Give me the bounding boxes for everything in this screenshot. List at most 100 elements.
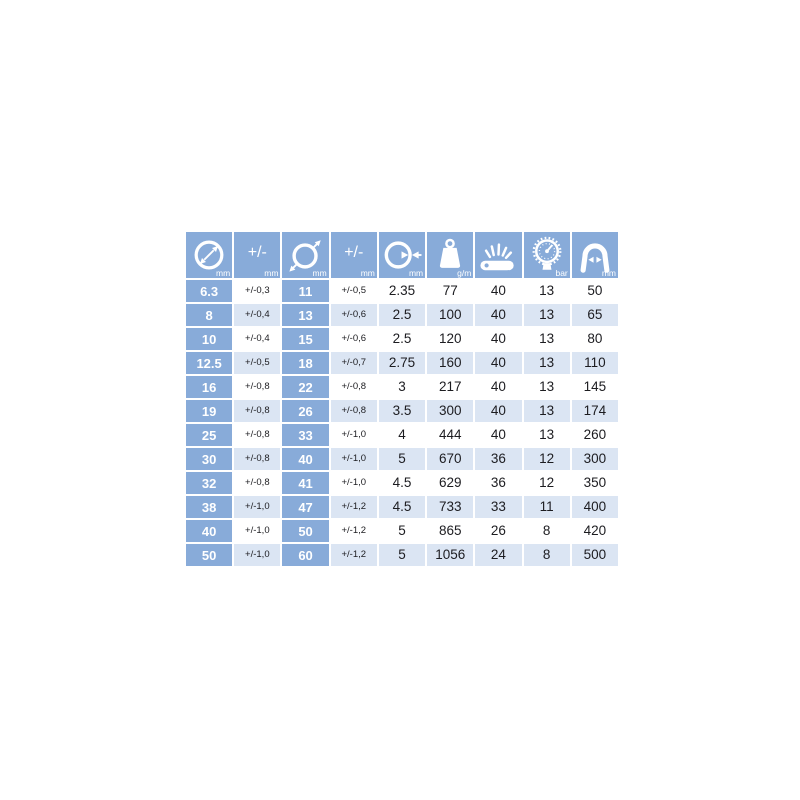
cell-bend_radius: 400 <box>571 496 618 518</box>
unit-label: mm <box>360 267 375 278</box>
cell-bend_radius: 300 <box>571 448 618 470</box>
cell-burst_pressure: 40 <box>475 304 522 326</box>
cell-inner_tolerance: +/-0,4 <box>234 304 281 326</box>
cell-working_pressure: 13 <box>523 352 570 374</box>
cell-bend_radius: 174 <box>571 400 618 422</box>
cell-outer_diameter: 50 <box>282 520 329 542</box>
cell-weight: 629 <box>427 472 474 494</box>
cell-bend_radius: 500 <box>571 544 618 566</box>
cell-inner_diameter: 16 <box>186 376 233 398</box>
cell-burst_pressure: 40 <box>475 424 522 446</box>
cell-working_pressure: 12 <box>523 472 570 494</box>
cell-burst_pressure: 33 <box>475 496 522 518</box>
cell-inner_tolerance: +/-0,8 <box>234 424 281 446</box>
burst-pressure-icon <box>478 236 518 274</box>
unit-label: mm <box>216 267 231 278</box>
cell-outer_tolerance: +/-1,0 <box>330 424 377 446</box>
cell-outer_tolerance: +/-1,2 <box>330 520 377 542</box>
header-cell-weight: g/m <box>427 232 474 278</box>
cell-inner_diameter: 10 <box>186 328 233 350</box>
cell-wall_thickness: 5 <box>378 448 426 470</box>
cell-outer_tolerance: +/-0,8 <box>330 400 377 422</box>
cell-burst_pressure: 40 <box>475 400 522 422</box>
cell-burst_pressure: 40 <box>475 280 522 302</box>
unit-label: bar <box>507 267 520 278</box>
header-cell-wall_thickness: mm <box>378 232 426 278</box>
cell-wall_thickness: 5 <box>378 520 426 542</box>
header-cell-inner_diameter: mm <box>186 232 233 278</box>
header-cell-outer_tolerance: +/- mm <box>330 232 377 278</box>
cell-inner_diameter: 19 <box>186 400 233 422</box>
cell-outer_diameter: 41 <box>282 472 329 494</box>
cell-wall_thickness: 5 <box>378 544 426 566</box>
header-cell-inner_tolerance: +/- mm <box>234 232 281 278</box>
cell-wall_thickness: 2.5 <box>378 304 426 326</box>
cell-inner_tolerance: +/-1,0 <box>234 544 281 566</box>
cell-outer_tolerance: +/-1,2 <box>330 496 377 518</box>
cell-inner_tolerance: +/-0,8 <box>234 472 281 494</box>
cell-outer_diameter: 60 <box>282 544 329 566</box>
cell-bend_radius: 80 <box>571 328 618 350</box>
cell-weight: 217 <box>427 376 474 398</box>
cell-burst_pressure: 40 <box>475 328 522 350</box>
cell-working_pressure: 13 <box>523 328 570 350</box>
outer-diameter-icon <box>287 236 325 274</box>
cell-weight: 1056 <box>427 544 474 566</box>
cell-outer_diameter: 40 <box>282 448 329 470</box>
wall-thickness-icon <box>382 236 422 274</box>
unit-label: mm <box>264 267 279 278</box>
cell-inner_diameter: 30 <box>186 448 233 470</box>
weight-icon <box>431 236 469 274</box>
cell-weight: 865 <box>427 520 474 542</box>
cell-weight: 120 <box>427 328 474 350</box>
inner-diameter-icon <box>190 236 228 274</box>
cell-weight: 160 <box>427 352 474 374</box>
cell-outer_diameter: 33 <box>282 424 329 446</box>
cell-inner_tolerance: +/-1,0 <box>234 520 281 542</box>
cell-inner_diameter: 38 <box>186 496 233 518</box>
cell-wall_thickness: 4 <box>378 424 426 446</box>
cell-outer_diameter: 22 <box>282 376 329 398</box>
cell-inner_diameter: 40 <box>186 520 233 542</box>
cell-outer_diameter: 11 <box>282 280 329 302</box>
cell-wall_thickness: 3.5 <box>378 400 426 422</box>
cell-inner_tolerance: +/-0,3 <box>234 280 281 302</box>
cell-burst_pressure: 24 <box>475 544 522 566</box>
cell-outer_tolerance: +/-0,7 <box>330 352 377 374</box>
cell-outer_tolerance: +/-0,6 <box>330 328 377 350</box>
cell-burst_pressure: 36 <box>475 448 522 470</box>
cell-inner_diameter: 8 <box>186 304 233 326</box>
cell-inner_tolerance: +/-1,0 <box>234 496 281 518</box>
cell-burst_pressure: 36 <box>475 472 522 494</box>
plus-minus-label: +/- <box>247 244 267 261</box>
cell-outer_diameter: 13 <box>282 304 329 326</box>
cell-bend_radius: 65 <box>571 304 618 326</box>
unit-label: bar <box>555 267 568 278</box>
cell-working_pressure: 12 <box>523 448 570 470</box>
cell-bend_radius: 50 <box>571 280 618 302</box>
cell-burst_pressure: 40 <box>475 376 522 398</box>
header-cell-working_pressure: bar <box>523 232 570 278</box>
cell-working_pressure: 13 <box>523 280 570 302</box>
cell-working_pressure: 13 <box>523 304 570 326</box>
cell-working_pressure: 13 <box>523 376 570 398</box>
cell-outer_tolerance: +/-0,8 <box>330 376 377 398</box>
table-body: 6.3 +/-0,3 11 +/-0,5 2.35 77 40 13 50 8 +/-0,4 13 +/… <box>186 280 618 566</box>
cell-inner_tolerance: +/-0,5 <box>234 352 281 374</box>
cell-outer_tolerance: +/-0,6 <box>330 304 377 326</box>
unit-label: mm <box>312 267 327 278</box>
cell-outer_tolerance: +/-0,5 <box>330 280 377 302</box>
cell-weight: 670 <box>427 448 474 470</box>
cell-bend_radius: 110 <box>571 352 618 374</box>
header-cell-bend_radius: mm <box>571 232 618 278</box>
cell-bend_radius: 420 <box>571 520 618 542</box>
cell-inner_diameter: 50 <box>186 544 233 566</box>
cell-outer_tolerance: +/-1,2 <box>330 544 377 566</box>
cell-bend_radius: 350 <box>571 472 618 494</box>
cell-outer_diameter: 15 <box>282 328 329 350</box>
header-cell-outer_diameter: mm <box>282 232 329 278</box>
bend-radius-icon <box>576 236 614 274</box>
cell-weight: 100 <box>427 304 474 326</box>
hose-spec-table: mm +/- mm mm +/- mm mm g/m bar bar mm 6.3 +/-0,3 11 +… <box>186 232 618 566</box>
unit-label: mm <box>408 267 424 278</box>
